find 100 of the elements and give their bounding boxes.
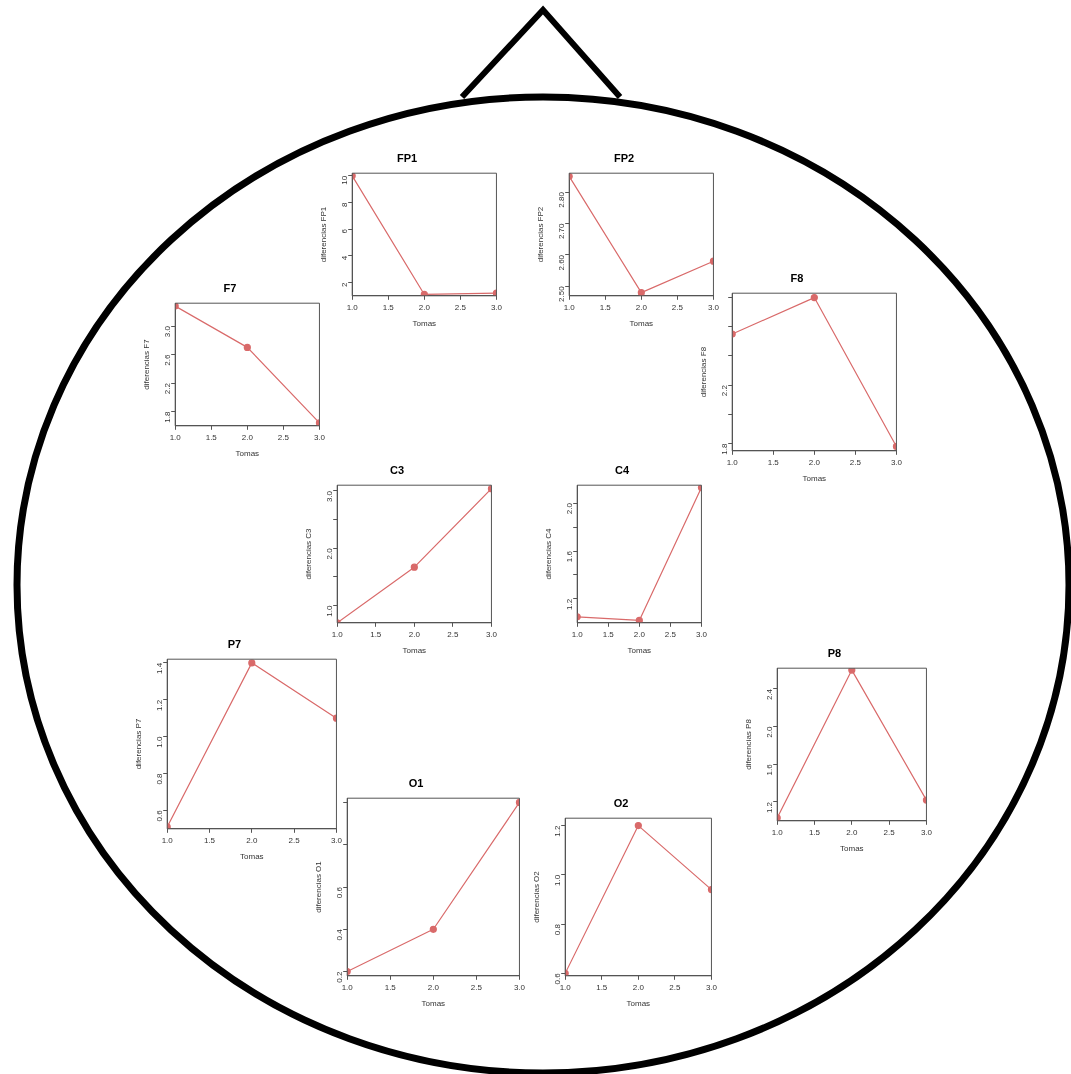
x-tick-label: 3.0 <box>490 302 503 312</box>
y-tick-label: 0.8 <box>553 923 563 936</box>
y-tick-label: 0.8 <box>155 772 165 785</box>
y-tick-label: 0.4 <box>335 928 345 941</box>
x-tick-label: 2.0 <box>241 432 254 442</box>
y-tick-label: 2.4 <box>765 688 775 701</box>
chart-title: P8 <box>827 646 842 659</box>
x-tick-label: 2.5 <box>849 457 862 467</box>
x-tick-label: 3.0 <box>920 827 933 837</box>
x-tick-label: 3.0 <box>890 457 903 467</box>
x-tick-label: 2.0 <box>846 827 858 837</box>
x-tick-label: 2.5 <box>883 827 896 837</box>
y-tick-label: 2.70 <box>557 222 567 240</box>
x-tick-label: 2.0 <box>418 302 431 312</box>
chart-title: F7 <box>223 281 237 294</box>
x-axis-title: Tomas <box>402 646 427 656</box>
y-tick-label: 1.6 <box>565 550 575 563</box>
y-tick-label: 1.0 <box>553 874 563 886</box>
y-tick-label: 1.2 <box>155 699 165 711</box>
y-tick-label: 4 <box>340 255 350 261</box>
y-tick-label: 1.2 <box>765 801 775 814</box>
y-tick-label: 1.0 <box>155 736 165 748</box>
x-tick-label: 1.5 <box>370 629 382 639</box>
x-axis-title: Tomas <box>626 999 651 1009</box>
chart-title: P7 <box>227 637 242 650</box>
y-axis-title: diferencias O2 <box>532 870 541 923</box>
x-tick-label: 3.0 <box>313 432 326 442</box>
x-axis-title: Tomas <box>629 319 654 329</box>
x-tick-label: 2.5 <box>664 629 677 639</box>
x-tick-label: 1.5 <box>203 835 216 845</box>
y-tick-label: 2.50 <box>557 285 567 302</box>
y-tick-label: 0.6 <box>553 972 563 985</box>
y-tick-label: 1.8 <box>163 411 173 423</box>
x-tick-label: 1.5 <box>382 302 395 312</box>
x-tick-label: 1.5 <box>599 302 612 312</box>
x-tick-label: 3.0 <box>707 302 720 312</box>
x-tick-label: 1.5 <box>767 457 780 467</box>
x-tick-label: 2.5 <box>454 302 467 312</box>
x-tick-label: 3.0 <box>513 982 526 992</box>
chart-title: O1 <box>408 776 424 789</box>
x-axis-title: Tomas <box>840 844 864 854</box>
y-axis-title: diferencias FP2 <box>536 206 545 263</box>
y-tick-label: 1.0 <box>325 605 335 617</box>
x-tick-label: 2.5 <box>277 432 290 442</box>
x-tick-label: 2.0 <box>808 457 821 467</box>
y-axis-title: diferencias F7 <box>142 338 151 390</box>
x-tick-label: 2.0 <box>246 835 258 845</box>
x-axis-title: Tomas <box>421 999 446 1009</box>
y-axis-title: diferencias C4 <box>544 527 553 580</box>
y-tick-label: 2.2 <box>163 382 173 395</box>
y-tick-label: 2.60 <box>557 254 567 271</box>
y-tick-label: 1.6 <box>765 763 775 776</box>
y-tick-label: 6 <box>340 228 350 234</box>
y-axis-title: diferencias F8 <box>699 346 708 398</box>
x-tick-label: 2.0 <box>633 629 646 639</box>
x-tick-label: 2.5 <box>447 629 459 639</box>
chart-title: C3 <box>389 463 405 476</box>
x-tick-label: 2.5 <box>288 835 301 845</box>
x-tick-label: 2.5 <box>470 982 483 992</box>
x-axis-title: Tomas <box>412 319 437 329</box>
y-tick-label: 8 <box>340 201 350 207</box>
y-tick-label: 3.0 <box>163 325 173 338</box>
x-tick-label: 2.0 <box>408 629 421 639</box>
x-tick-label: 2.0 <box>427 982 440 992</box>
chart-title: FP1 <box>396 151 418 164</box>
y-tick-label: 1.4 <box>155 662 165 675</box>
y-tick-label: 2.6 <box>163 353 173 366</box>
x-axis-title: Tomas <box>627 646 652 656</box>
y-tick-label: 2.2 <box>720 384 730 397</box>
y-tick-label: 2.0 <box>325 547 335 560</box>
x-tick-label: 1.5 <box>205 432 218 442</box>
x-tick-label: 1.5 <box>808 827 821 837</box>
x-tick-label: 2.0 <box>635 302 648 312</box>
chart-title: F8 <box>790 271 804 284</box>
x-axis-title: Tomas <box>235 449 260 459</box>
x-tick-label: 3.0 <box>485 629 498 639</box>
y-tick-label: 10 <box>340 175 350 185</box>
chart-title: C4 <box>614 463 630 476</box>
chart-title: FP2 <box>613 151 635 164</box>
x-tick-label: 1.5 <box>596 982 608 992</box>
y-tick-label: 2.0 <box>765 726 775 738</box>
y-tick-label: 1.2 <box>553 825 563 837</box>
y-tick-label: 2.0 <box>565 502 575 515</box>
y-axis-title: diferencias P7 <box>134 718 143 770</box>
y-axis-title: diferencias C3 <box>304 527 313 580</box>
x-axis-title: Tomas <box>240 852 264 862</box>
y-tick-label: 1.8 <box>720 442 730 455</box>
x-tick-label: 1.5 <box>602 629 615 639</box>
x-tick-label: 2.5 <box>671 302 684 312</box>
x-tick-label: 2.0 <box>632 982 645 992</box>
chart-title: O2 <box>613 796 629 809</box>
x-tick-label: 1.5 <box>384 982 397 992</box>
x-tick-label: 3.0 <box>705 982 718 992</box>
y-tick-label: 0.6 <box>335 886 345 899</box>
y-tick-label: 0.6 <box>155 809 165 822</box>
y-tick-label: 1.2 <box>565 598 575 610</box>
y-axis-title: diferencias P8 <box>744 718 753 770</box>
x-tick-label: 3.0 <box>695 629 708 639</box>
y-tick-label: 3.0 <box>325 490 335 503</box>
y-tick-label: 2 <box>340 281 350 287</box>
